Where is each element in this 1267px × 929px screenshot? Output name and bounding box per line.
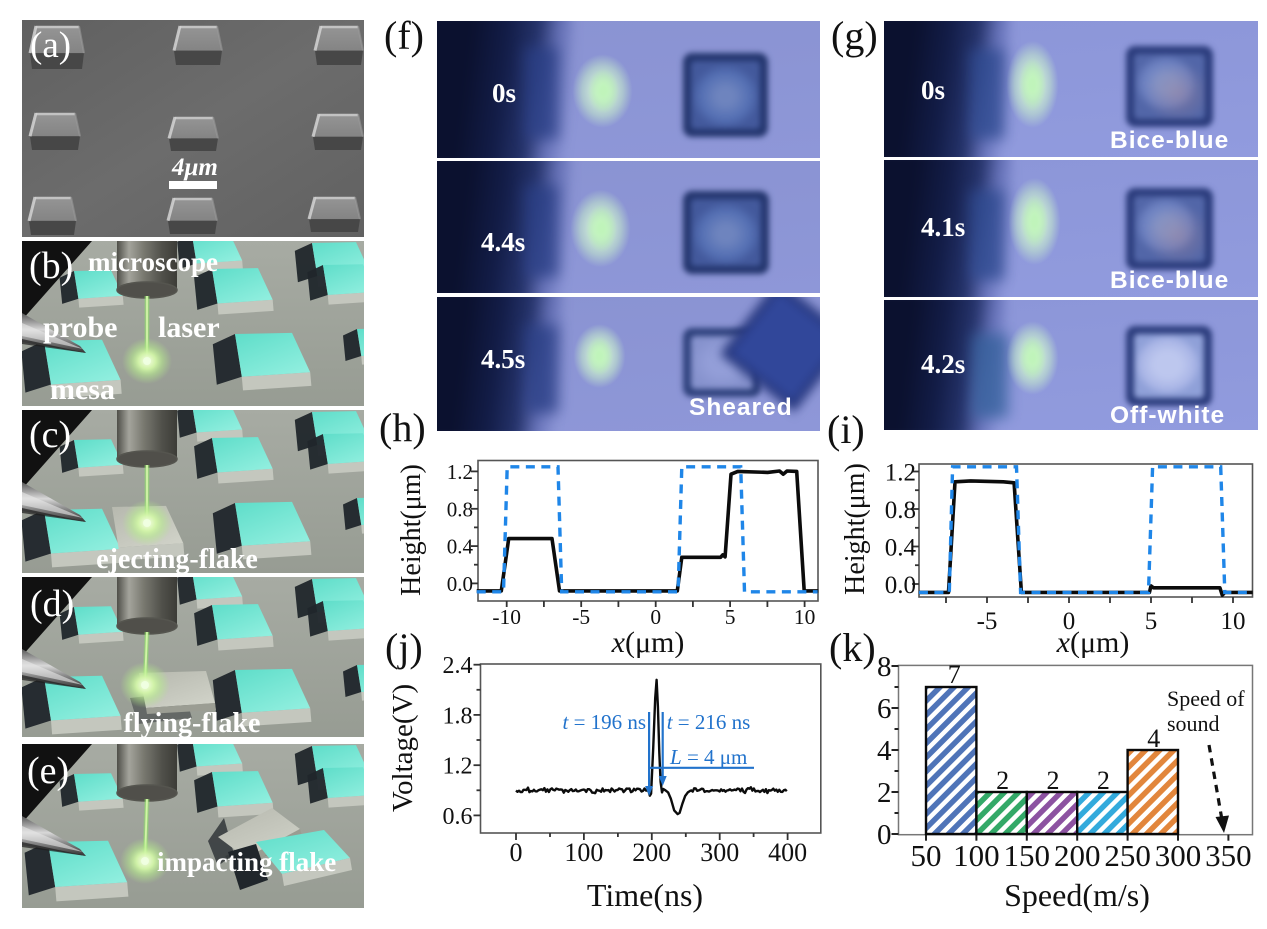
svg-text:-5: -5 xyxy=(572,605,590,629)
svg-text:laser: laser xyxy=(158,311,220,344)
svg-text:4: 4 xyxy=(1147,724,1160,753)
svg-text:2: 2 xyxy=(1047,766,1060,795)
svg-text:t = 196 ns: t = 196 ns xyxy=(562,710,646,734)
svg-text:(a): (a) xyxy=(30,25,71,66)
svg-text:6: 6 xyxy=(877,693,892,725)
svg-text:5: 5 xyxy=(725,605,736,629)
svg-text:10: 10 xyxy=(794,605,816,629)
svg-text:-10: -10 xyxy=(492,605,521,629)
svg-text:2: 2 xyxy=(1097,766,1110,795)
svg-text:x(μm): x(μm) xyxy=(1056,626,1130,658)
svg-text:sound: sound xyxy=(1167,711,1220,736)
svg-text:100: 100 xyxy=(953,838,1000,873)
svg-text:1.2: 1.2 xyxy=(885,460,916,487)
svg-text:(e): (e) xyxy=(27,750,69,792)
svg-text:1.2: 1.2 xyxy=(447,460,473,484)
svg-text:200: 200 xyxy=(632,838,671,867)
svg-text:0.4: 0.4 xyxy=(885,535,917,562)
svg-text:(c): (c) xyxy=(29,414,71,456)
svg-text:Speed(m/s): Speed(m/s) xyxy=(1004,877,1150,913)
svg-text:4: 4 xyxy=(877,735,892,767)
svg-text:L = 4 μm: L = 4 μm xyxy=(669,745,747,769)
svg-text:(b): (b) xyxy=(29,245,73,287)
svg-text:Height(μm): Height(μm) xyxy=(396,464,427,596)
svg-text:Height(μm): Height(μm) xyxy=(840,463,871,595)
svg-text:0: 0 xyxy=(650,605,661,629)
svg-text:0.8: 0.8 xyxy=(885,497,916,524)
svg-text:1.2: 1.2 xyxy=(443,754,473,780)
svg-text:0.6: 0.6 xyxy=(443,804,473,830)
svg-text:mesa: mesa xyxy=(50,373,115,406)
svg-text:200: 200 xyxy=(1054,838,1101,873)
svg-text:100: 100 xyxy=(564,838,603,867)
svg-text:Speed of: Speed of xyxy=(1167,686,1245,711)
svg-text:2: 2 xyxy=(877,777,892,809)
svg-text:0.0: 0.0 xyxy=(885,572,916,599)
svg-text:microscope: microscope xyxy=(88,247,218,277)
svg-text:0: 0 xyxy=(1063,608,1076,635)
svg-text:ejecting-flake: ejecting-flake xyxy=(96,544,258,573)
svg-text:impacting flake: impacting flake xyxy=(157,847,336,877)
svg-text:10: 10 xyxy=(1221,608,1246,635)
svg-text:0.4: 0.4 xyxy=(447,535,474,559)
svg-text:0: 0 xyxy=(877,819,892,851)
svg-text:Voltage(V): Voltage(V) xyxy=(387,684,419,812)
svg-text:2.4: 2.4 xyxy=(443,655,473,679)
svg-text:t = 216 ns: t = 216 ns xyxy=(667,710,751,734)
svg-text:250: 250 xyxy=(1104,838,1151,873)
svg-text:50: 50 xyxy=(911,838,942,873)
svg-text:probe: probe xyxy=(43,311,117,344)
svg-text:0.0: 0.0 xyxy=(447,572,473,596)
svg-text:x(μm): x(μm) xyxy=(611,626,685,658)
svg-text:0: 0 xyxy=(510,838,523,867)
svg-text:7: 7 xyxy=(948,660,961,689)
svg-text:1.8: 1.8 xyxy=(443,703,473,729)
svg-text:4μm: 4μm xyxy=(171,154,218,181)
svg-text:300: 300 xyxy=(700,838,739,867)
svg-text:150: 150 xyxy=(1004,838,1051,873)
svg-text:(d): (d) xyxy=(30,583,74,625)
svg-text:350: 350 xyxy=(1205,838,1252,873)
svg-text:2: 2 xyxy=(996,766,1009,795)
svg-text:Time(ns): Time(ns) xyxy=(587,877,703,913)
svg-text:300: 300 xyxy=(1155,838,1202,873)
svg-text:0.8: 0.8 xyxy=(447,497,473,521)
svg-text:400: 400 xyxy=(768,838,807,867)
svg-text:8: 8 xyxy=(877,655,892,683)
svg-text:-5: -5 xyxy=(977,608,998,635)
svg-text:flying-flake: flying-flake xyxy=(124,708,261,737)
svg-text:5: 5 xyxy=(1145,608,1158,635)
